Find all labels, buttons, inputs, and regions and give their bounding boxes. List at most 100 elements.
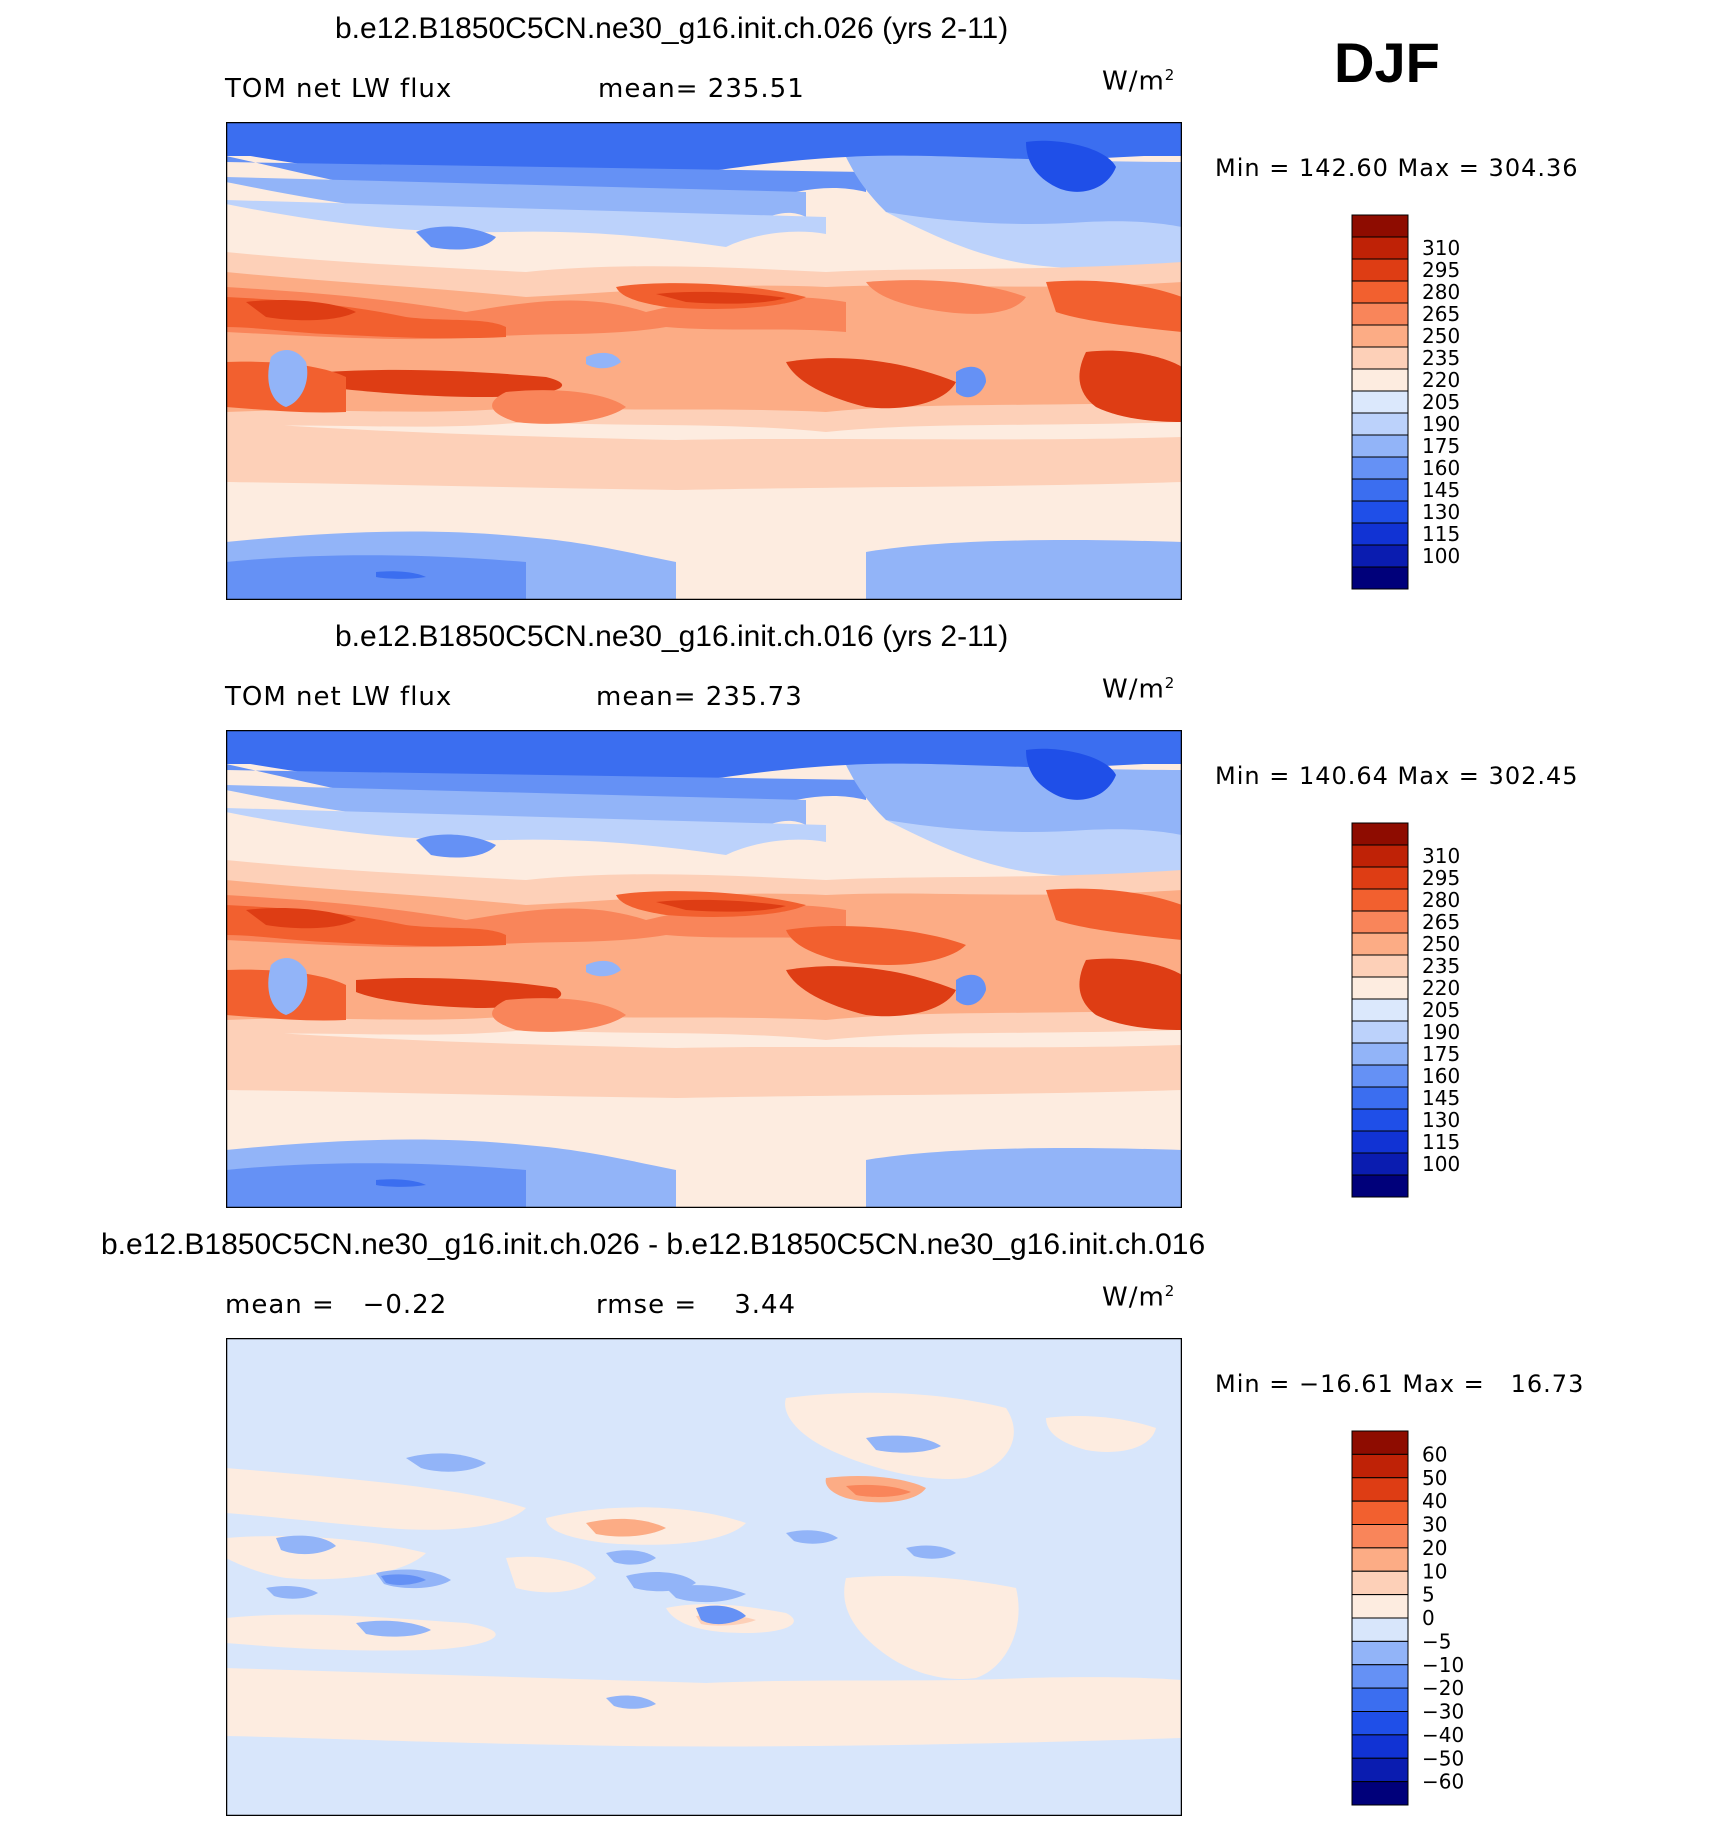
colorbar-box: [1351, 1108, 1409, 1132]
panel3-map: [226, 1338, 1182, 1816]
colorbar-box: [1351, 478, 1409, 502]
colorbar-box: [1351, 954, 1409, 978]
panel2-mean: mean= 235.73: [596, 682, 803, 712]
panel3-min-max: Min = −16.61 Max = 16.73: [1215, 1370, 1585, 1398]
colorbar-tick-label: 0: [1422, 1606, 1435, 1630]
panel3-units: W/m2: [1102, 1282, 1176, 1313]
colorbar-tick-label: 175: [1422, 434, 1460, 458]
colorbar-tick-label: 130: [1422, 1108, 1460, 1132]
colorbar-box: [1351, 910, 1409, 934]
colorbar-box: [1351, 1547, 1409, 1572]
colorbar-box: [1351, 932, 1409, 956]
colorbar-tick-label: 295: [1422, 866, 1460, 890]
colorbar-tick-label: 30: [1422, 1513, 1447, 1537]
panel1-mean: mean= 235.51: [598, 74, 805, 104]
colorbar-tick-label: 235: [1422, 954, 1460, 978]
colorbar-tick-label: 280: [1422, 280, 1460, 304]
colorbar-tick-label: 250: [1422, 324, 1460, 348]
colorbar-box: [1351, 1130, 1409, 1154]
panel2-map: [226, 730, 1182, 1208]
panel1-colorbar: 3102952802652502352202051901751601451301…: [1351, 214, 1460, 590]
colorbar-box: [1351, 280, 1409, 304]
panel2-units: W/m2: [1102, 674, 1176, 705]
colorbar-tick-label: −50: [1422, 1746, 1464, 1770]
colorbar-tick-label: 310: [1422, 844, 1460, 868]
colorbar-box: [1351, 214, 1409, 238]
colorbar-tick-label: 160: [1422, 456, 1460, 480]
colorbar-box: [1351, 976, 1409, 1000]
colorbar-tick-label: 265: [1422, 302, 1460, 326]
colorbar-box: [1351, 1477, 1409, 1502]
colorbar-box: [1351, 522, 1409, 546]
colorbar-box: [1351, 1757, 1409, 1783]
colorbar-tick-label: −60: [1422, 1770, 1464, 1794]
colorbar-box: [1351, 1064, 1409, 1088]
colorbar-tick-label: 115: [1422, 1130, 1460, 1154]
colorbar-tick-label: 310: [1422, 236, 1460, 260]
panel1-variable: TOM net LW flux: [225, 74, 453, 104]
colorbar-box: [1351, 1664, 1409, 1689]
colorbar-box: [1351, 888, 1409, 912]
panel3-title: b.e12.B1850C5CN.ne30_g16.init.ch.026 - b…: [101, 1228, 1206, 1261]
colorbar-box: [1351, 1734, 1409, 1759]
colorbar-tick-label: 280: [1422, 888, 1460, 912]
colorbar-tick-label: 50: [1422, 1466, 1447, 1490]
colorbar-tick-label: −20: [1422, 1676, 1464, 1700]
colorbar-box: [1351, 258, 1409, 282]
colorbar-box: [1351, 346, 1409, 370]
colorbar-box: [1351, 368, 1409, 392]
colorbar-box: [1351, 500, 1409, 524]
colorbar-tick-label: 145: [1422, 478, 1460, 502]
colorbar-box: [1351, 324, 1409, 348]
colorbar-tick-label: 250: [1422, 932, 1460, 956]
colorbar-box: [1351, 1020, 1409, 1044]
panel3-mean: mean = −0.22: [225, 1290, 448, 1320]
panel2-title: b.e12.B1850C5CN.ne30_g16.init.ch.016 (yr…: [335, 620, 1009, 653]
colorbar-box: [1351, 1617, 1409, 1642]
colorbar-tick-label: 235: [1422, 346, 1460, 370]
panel1-map: [226, 122, 1182, 600]
colorbar-tick-label: 190: [1422, 412, 1460, 436]
colorbar-tick-label: 145: [1422, 1086, 1460, 1110]
colorbar-box: [1351, 412, 1409, 436]
colorbar-box: [1351, 434, 1409, 458]
panel2-min-max: Min = 140.64 Max = 302.45: [1215, 762, 1579, 790]
colorbar-tick-label: −40: [1422, 1723, 1464, 1747]
colorbar-tick-label: 220: [1422, 368, 1460, 392]
colorbar-box: [1351, 1781, 1409, 1806]
colorbar-box: [1351, 456, 1409, 480]
colorbar-box: [1351, 1687, 1409, 1712]
colorbar-box: [1351, 566, 1409, 590]
colorbar-tick-label: 100: [1422, 544, 1460, 568]
colorbar-tick-label: −5: [1422, 1629, 1451, 1653]
colorbar-box: [1351, 1453, 1409, 1479]
colorbar-tick-label: −30: [1422, 1700, 1464, 1724]
colorbar-box: [1351, 1430, 1409, 1455]
colorbar-box: [1351, 822, 1409, 846]
colorbar-tick-label: 160: [1422, 1064, 1460, 1088]
panel1-min-max: Min = 142.60 Max = 304.36: [1215, 154, 1579, 182]
colorbar-box: [1351, 1152, 1409, 1176]
colorbar-box: [1351, 390, 1409, 414]
colorbar-tick-label: 115: [1422, 522, 1460, 546]
panel2-variable: TOM net LW flux: [225, 682, 453, 712]
panel2-colorbar: 3102952802652502352202051901751601451301…: [1351, 822, 1460, 1198]
colorbar-box: [1351, 302, 1409, 326]
colorbar-box: [1351, 544, 1409, 568]
colorbar-box: [1351, 998, 1409, 1022]
colorbar-tick-label: 130: [1422, 500, 1460, 524]
colorbar-tick-label: 205: [1422, 998, 1460, 1022]
colorbar-tick-label: 220: [1422, 976, 1460, 1000]
colorbar-tick-label: 100: [1422, 1152, 1460, 1176]
colorbar-box: [1351, 844, 1409, 868]
colorbar-tick-label: 20: [1422, 1536, 1447, 1560]
colorbar-tick-label: 175: [1422, 1042, 1460, 1066]
colorbar-box: [1351, 866, 1409, 890]
colorbar-tick-label: 10: [1422, 1559, 1447, 1583]
colorbar-tick-label: 265: [1422, 910, 1460, 934]
colorbar-tick-label: 295: [1422, 258, 1460, 282]
colorbar-box: [1351, 236, 1409, 260]
colorbar-box: [1351, 1500, 1409, 1525]
colorbar-box: [1351, 1711, 1409, 1736]
